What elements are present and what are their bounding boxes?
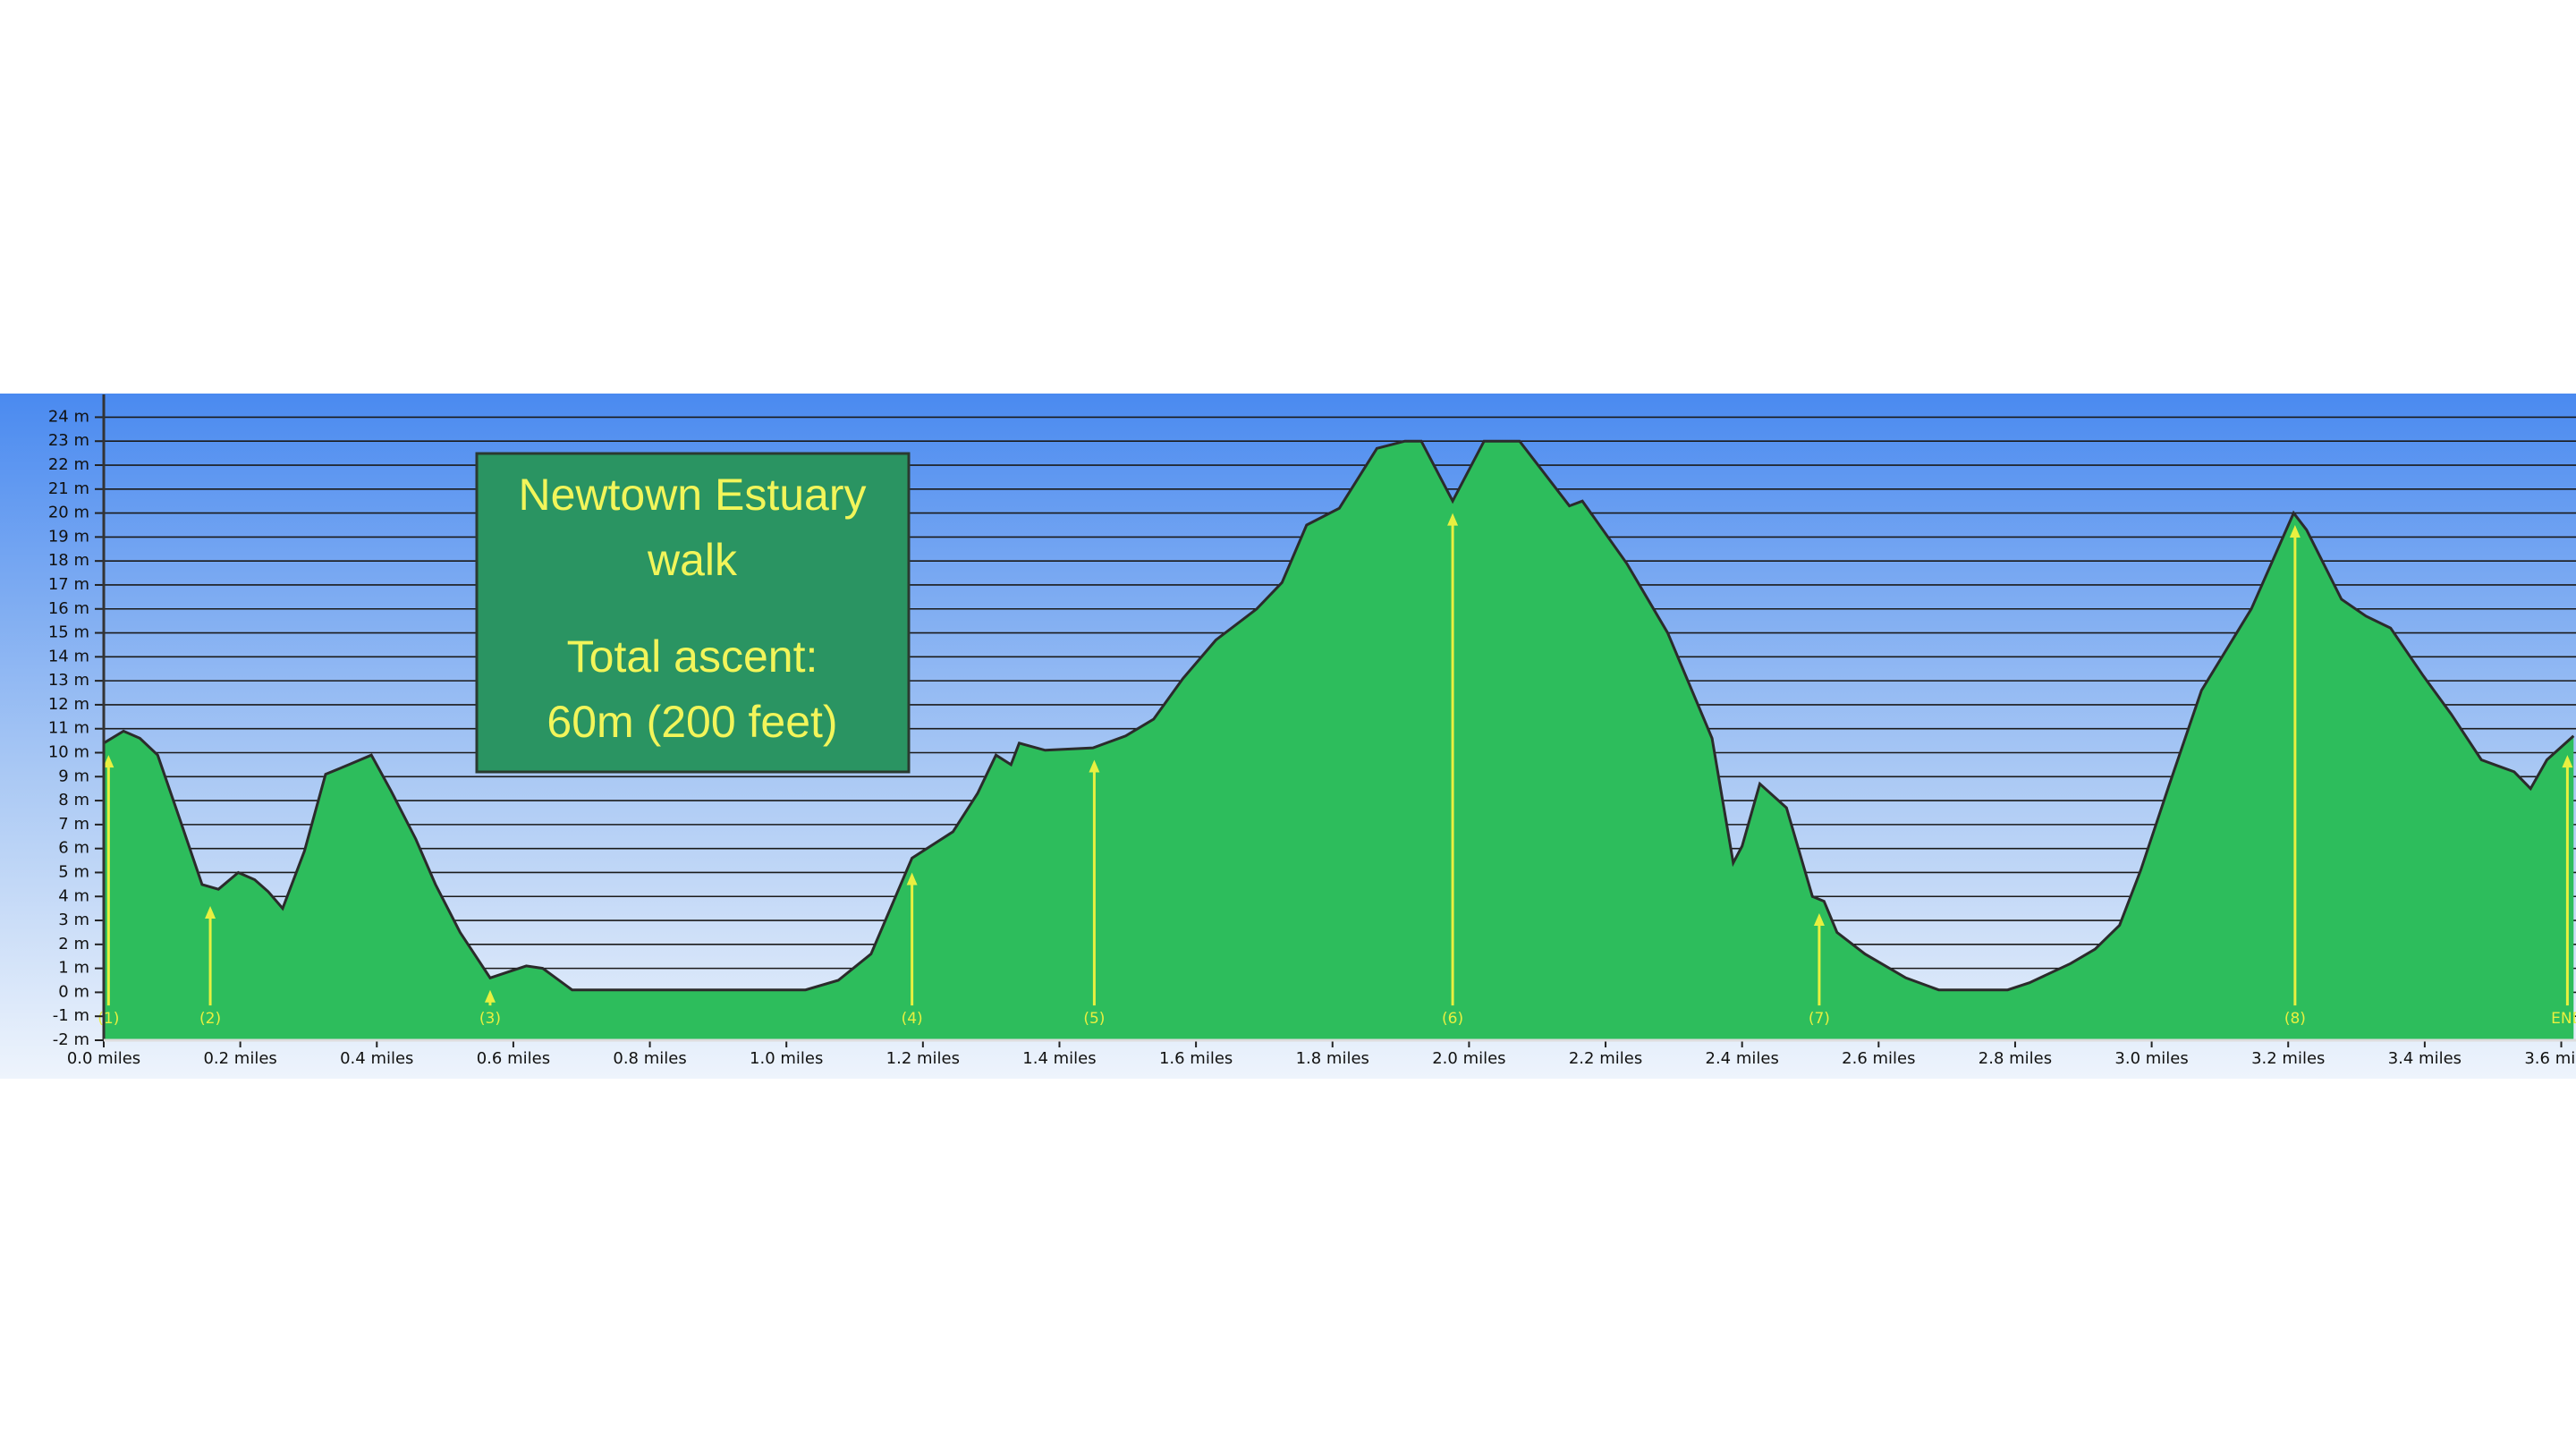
y-tick-label: 21 m xyxy=(48,479,89,498)
waypoint-arrowhead xyxy=(103,755,114,768)
y-tick-label: 5 m xyxy=(58,862,89,881)
y-tick-label: 17 m xyxy=(48,575,89,594)
x-tick-label: 0.4 miles xyxy=(340,1049,413,1068)
y-tick-label: 22 m xyxy=(48,455,89,474)
y-tick-label: 9 m xyxy=(58,767,89,785)
y-tick-label: 16 m xyxy=(48,599,89,618)
x-tick-label: 2.8 miles xyxy=(1979,1049,2052,1068)
x-tick-label: 2.2 miles xyxy=(1569,1049,1642,1068)
elevation-line xyxy=(103,439,2575,992)
y-tick-label: -1 m xyxy=(53,1006,89,1025)
y-tick-label: 23 m xyxy=(48,431,89,450)
y-tick-label: 0 m xyxy=(58,982,89,1001)
x-tick-label: 1.6 miles xyxy=(1159,1049,1233,1068)
y-tick-label: 19 m xyxy=(48,527,89,546)
waypoint-arrowhead xyxy=(205,905,216,919)
y-tick-label: 15 m xyxy=(48,623,89,642)
waypoint-label: (8) xyxy=(2284,1010,2306,1028)
waypoint-arrowhead xyxy=(484,989,496,1003)
annotation-text: Newtown Estuary xyxy=(518,470,866,520)
y-tick-label: 4 m xyxy=(58,886,89,905)
x-tick-label: 0.2 miles xyxy=(203,1049,276,1068)
waypoint-arrowhead xyxy=(1089,759,1100,773)
y-tick-label: 20 m xyxy=(48,504,89,522)
y-tick-label: 12 m xyxy=(48,695,89,714)
y-tick-label: 18 m xyxy=(48,551,89,570)
y-tick-label: 1 m xyxy=(58,959,89,978)
x-tick-label: 3.0 miles xyxy=(2114,1049,2188,1068)
waypoint-label: (6) xyxy=(1442,1010,1463,1028)
elevation-area xyxy=(104,441,2574,1040)
annotation-panel xyxy=(475,452,911,774)
waypoint-arrowhead xyxy=(1813,913,1825,927)
waypoint-label: END xyxy=(2551,1010,2576,1028)
x-tick-label: 2.4 miles xyxy=(1706,1049,1779,1068)
waypoint-arrowhead xyxy=(2289,524,2301,538)
waypoint-label: (5) xyxy=(1083,1010,1105,1028)
x-tick-label: 2.6 miles xyxy=(1842,1049,1915,1068)
annotation-text: 60m (200 feet) xyxy=(547,697,837,747)
y-tick-label: 8 m xyxy=(58,791,89,809)
annotation-box: Newtown Estuary walk Total ascent: 60m (… xyxy=(475,452,911,774)
waypoint-label: (4) xyxy=(902,1010,923,1028)
waypoint-arrowhead xyxy=(906,872,918,886)
y-tick-label: 11 m xyxy=(48,719,89,738)
annotation-text: Total ascent: xyxy=(567,631,818,682)
x-tick-label: 3.2 miles xyxy=(2251,1049,2325,1068)
x-tick-label: 1.4 miles xyxy=(1022,1049,1096,1068)
waypoint-label: (2) xyxy=(199,1010,221,1028)
x-tick-label: 0.6 miles xyxy=(477,1049,550,1068)
y-tick-label: 3 m xyxy=(58,911,89,929)
x-tick-label: 1.2 miles xyxy=(886,1049,960,1068)
y-tick-label: 13 m xyxy=(48,671,89,690)
y-tick-label: 14 m xyxy=(48,647,89,665)
annotation-text: walk xyxy=(647,535,738,585)
y-tick-label: 7 m xyxy=(58,815,89,834)
y-tick-label: -2 m xyxy=(53,1030,89,1049)
x-tick-label: 1.8 miles xyxy=(1296,1049,1369,1068)
plot-area: (1) (2) (3) (4) (5) (6) (7) (8) END xyxy=(97,439,2576,1040)
axes: -2 m -1 m 0 m 1 m 2 m 3 m 4 m 5 m 6 m 7 m 8 m 9 m 10… xyxy=(48,394,2576,1068)
y-tick-label: 2 m xyxy=(58,935,89,953)
x-tick-label: 3.4 miles xyxy=(2388,1049,2462,1068)
x-tick-label: 0.8 miles xyxy=(613,1049,686,1068)
y-tick-label: 10 m xyxy=(48,743,89,762)
x-tick-label: 1.0 miles xyxy=(750,1049,823,1068)
y-tick-label: 6 m xyxy=(58,839,89,858)
waypoint-label: (3) xyxy=(479,1010,501,1028)
x-tick-label: 2.0 miles xyxy=(1432,1049,1505,1068)
waypoint-arrowhead xyxy=(1447,513,1459,526)
x-tick-label: 3.6 miles xyxy=(2524,1049,2576,1068)
waypoint-label: (7) xyxy=(1809,1010,1830,1028)
waypoint-arrowhead xyxy=(2562,755,2573,768)
waypoint-label: (1) xyxy=(97,1010,119,1028)
x-tick-label: 0.0 miles xyxy=(67,1049,140,1068)
y-tick-label: 24 m xyxy=(48,407,89,426)
